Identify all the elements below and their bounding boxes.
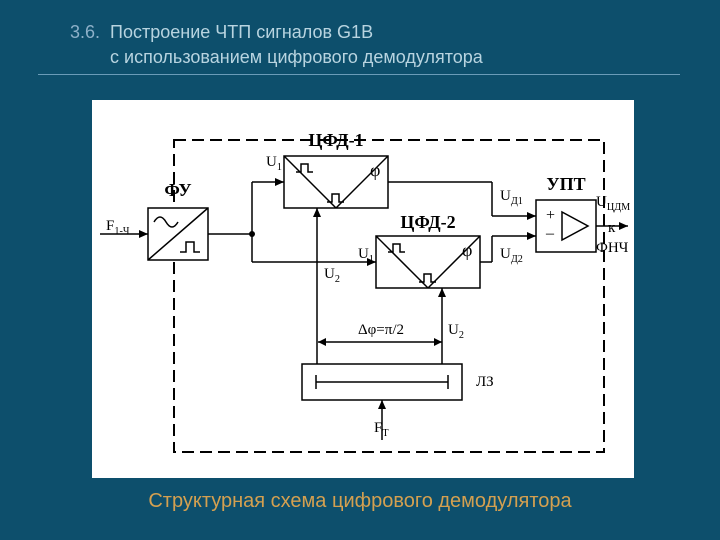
title-line-2: с использованием цифрового демодулятора	[110, 47, 483, 67]
svg-text:UД1: UД1	[500, 188, 523, 207]
svg-text:UД2: UД2	[500, 246, 523, 265]
svg-text:ЦФД-2: ЦФД-2	[400, 212, 455, 232]
title-line-1: Построение ЧТП сигналов G1B	[110, 22, 373, 42]
block-diagram: ФУφЦФД-1φЦФД-2ЛЗ+–УПТF1-ЧU1U1U2U2Δφ=π/2F…	[92, 100, 634, 478]
svg-text:к: к	[608, 220, 616, 236]
diagram-caption: Структурная схема цифрового демодулятора	[0, 490, 720, 513]
svg-text:FТ: FТ	[374, 420, 389, 439]
diagram-container: ФУφЦФД-1φЦФД-2ЛЗ+–УПТF1-ЧU1U1U2U2Δφ=π/2F…	[92, 100, 634, 478]
svg-text:ЛЗ: ЛЗ	[476, 374, 494, 390]
slide-root: 3.6. Построение ЧТП сигналов G1B с испол…	[0, 0, 720, 540]
svg-text:–: –	[545, 225, 555, 242]
title-rule	[38, 74, 680, 75]
svg-text:U2: U2	[324, 266, 340, 285]
svg-text:+: +	[546, 207, 555, 224]
svg-text:УПТ: УПТ	[546, 174, 585, 194]
section-number: 3.6.	[70, 22, 100, 42]
svg-text:U1: U1	[266, 154, 282, 173]
svg-text:UЦДМ: UЦДМ	[596, 194, 630, 213]
svg-text:ФУ: ФУ	[164, 180, 191, 200]
svg-text:Δφ=π/2: Δφ=π/2	[358, 322, 404, 338]
svg-text:φ: φ	[370, 160, 380, 180]
svg-text:ЦФД-1: ЦФД-1	[308, 130, 363, 150]
svg-text:φ: φ	[462, 240, 472, 260]
slide-title: 3.6. Построение ЧТП сигналов G1B с испол…	[70, 20, 483, 70]
svg-text:ФНЧ: ФНЧ	[596, 240, 629, 256]
svg-text:U2: U2	[448, 322, 464, 341]
